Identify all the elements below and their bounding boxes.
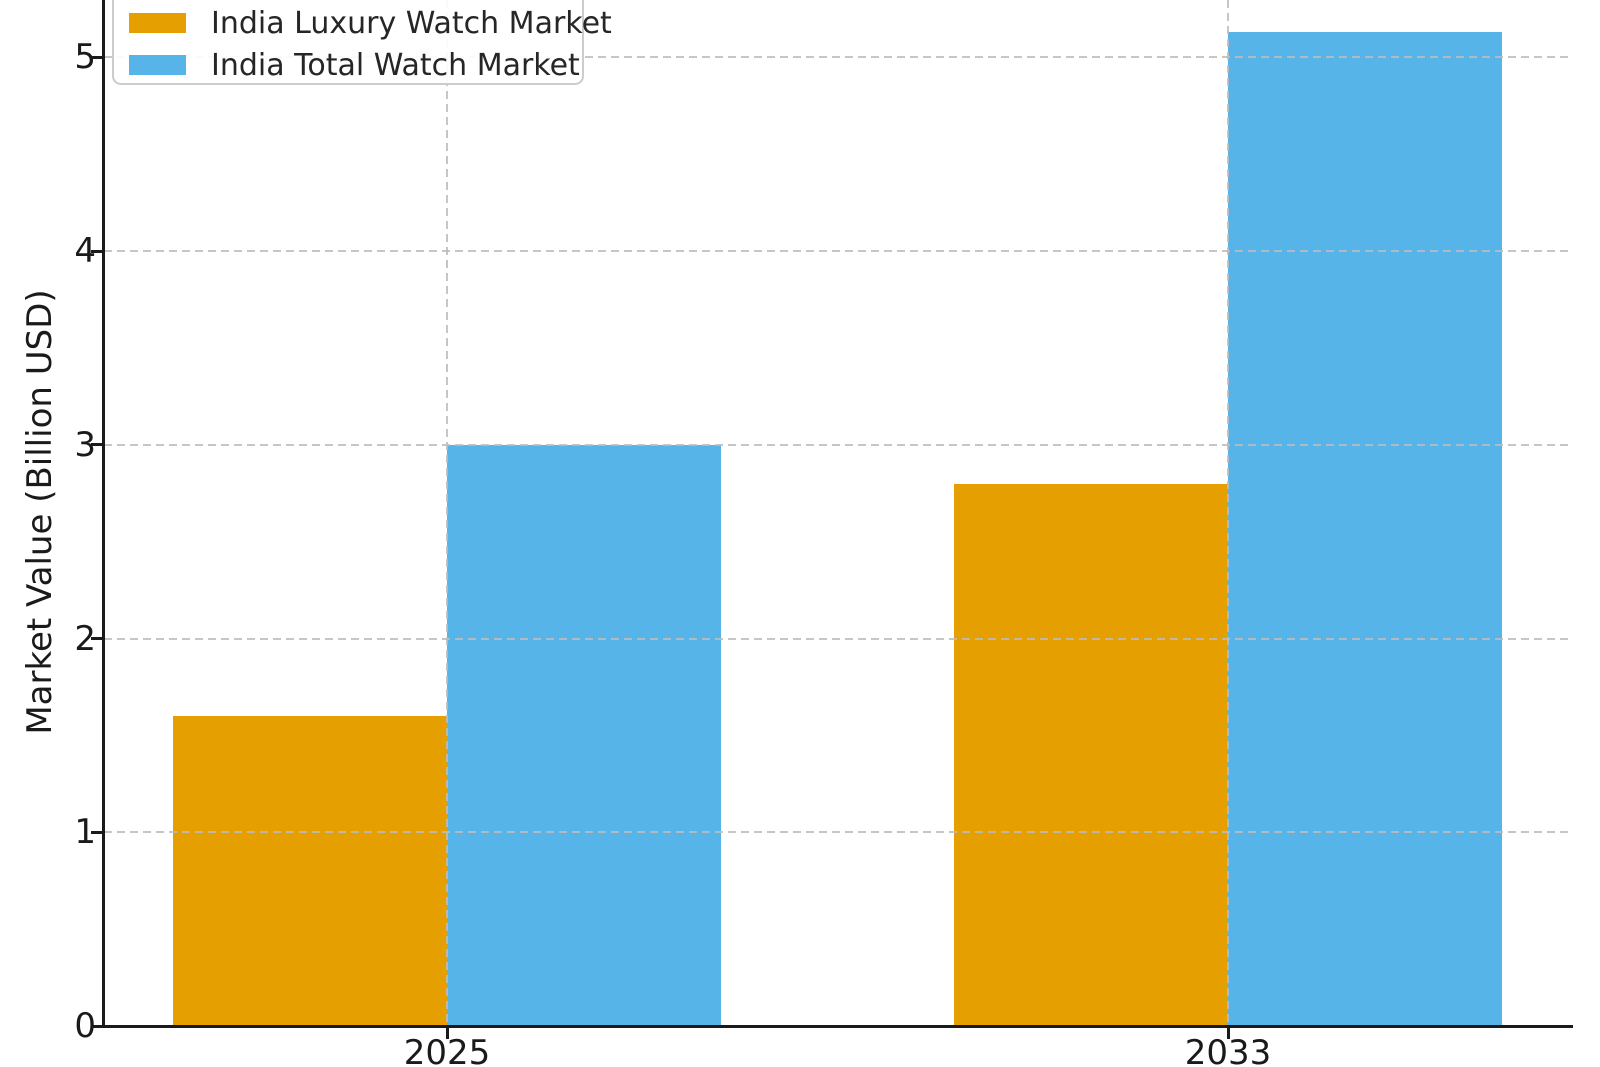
- y-tick-label: 1: [74, 812, 96, 853]
- y-axis-title: Market Value (Billion USD): [20, 289, 60, 735]
- y-gridline: [104, 443, 1570, 446]
- x-tick-mark: [1226, 1028, 1230, 1039]
- legend-label-luxury: India Luxury Watch Market: [211, 5, 612, 41]
- y-tick-mark: [91, 830, 102, 834]
- y-gridline: [104, 831, 1570, 834]
- legend-item-luxury: India Luxury Watch Market: [129, 6, 612, 41]
- x-gridline: [446, 0, 448, 1026]
- x-gridline: [1227, 0, 1229, 1026]
- y-tick-mark: [91, 443, 102, 447]
- legend: India Luxury Watch Market India Total Wa…: [112, 0, 612, 85]
- x-tick-label: 2025: [403, 1033, 491, 1067]
- y-gridline: [104, 56, 1570, 59]
- y-tick-label: 5: [74, 37, 96, 78]
- x-tick-label: 2033: [1184, 1033, 1272, 1067]
- legend-item-total: India Total Watch Market: [129, 47, 582, 83]
- bar-luxury-2033: [954, 483, 1228, 1026]
- y-tick-label: 4: [74, 231, 96, 272]
- y-tick-label: 2: [74, 618, 96, 659]
- bar-luxury-2025: [173, 716, 447, 1026]
- y-tick-mark: [91, 55, 102, 59]
- y-gridline: [104, 637, 1570, 640]
- y-gridline: [104, 250, 1570, 253]
- y-tick-mark: [91, 249, 102, 253]
- legend-swatch-luxury: [129, 13, 186, 33]
- y-tick-mark: [91, 1024, 102, 1028]
- y-tick-label: 0: [74, 1006, 96, 1046]
- y-axis-line: [102, 0, 105, 1028]
- bar-total-2025: [447, 444, 721, 1026]
- x-axis-line: [102, 1025, 1573, 1028]
- legend-swatch-total: [129, 55, 186, 75]
- legend-label-total: India Total Watch Market: [211, 47, 580, 83]
- bar-total-2033: [1228, 32, 1502, 1026]
- y-tick-mark: [91, 637, 102, 641]
- y-tick-label: 3: [74, 424, 96, 465]
- x-tick-mark: [445, 1028, 449, 1039]
